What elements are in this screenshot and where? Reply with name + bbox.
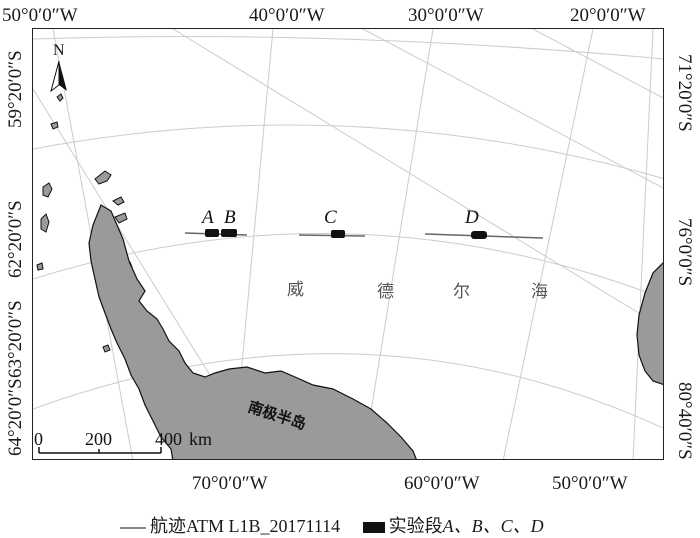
segment-label-b: B: [224, 207, 236, 228]
top-longitude-label: 50°0′0″W: [2, 5, 78, 26]
sea-name-char: 海: [531, 282, 548, 302]
legend-segments-list: A、B、C、D: [442, 516, 544, 536]
segment-c-marker[interactable]: [331, 230, 345, 238]
segment-label-d: D: [464, 207, 479, 228]
bottom-longitude-label: 60°0′0″W: [404, 473, 480, 494]
legend-track: 航迹ATM L1B_20171114: [120, 512, 340, 538]
segment-label-c: C: [324, 207, 337, 228]
legend-segments: 实验段A、B、C、D: [362, 512, 544, 538]
scale-bar: [38, 447, 162, 454]
scale-unit: km: [189, 429, 213, 449]
north-arrow-icon: N: [50, 42, 67, 93]
graticule: [33, 29, 663, 459]
segment-a-marker[interactable]: [205, 229, 219, 237]
bottom-longitude-label: 70°0′0″W: [192, 473, 268, 494]
right-latitude-label: 76°0′0″S: [674, 218, 695, 287]
track-line-icon: [120, 526, 146, 529]
sea-name-char: 威: [287, 280, 304, 300]
top-longitude-label: 20°0′0″W: [570, 5, 646, 26]
right-latitude-label: 71°20′0″S: [674, 54, 695, 132]
left-latitude-label: 64°20′0″S: [5, 378, 26, 456]
legend: 航迹ATM L1B_20171114 实验段A、B、C、D: [120, 512, 562, 538]
sea-name-char: 尔: [453, 282, 470, 302]
top-longitude-label: 40°0′0″W: [249, 5, 325, 26]
experiment-segments[interactable]: [205, 229, 487, 239]
scale-tick-0: 0: [34, 429, 43, 449]
segment-label-a: A: [200, 207, 214, 228]
islands: [36, 93, 152, 390]
right-latitude-label: 80°40′0″S: [674, 382, 695, 460]
segment-b-marker[interactable]: [221, 229, 237, 237]
segment-d-marker[interactable]: [471, 231, 487, 239]
eastern-coast-land: [636, 262, 663, 385]
map-frame[interactable]: A B C D 威 德 尔 海 南极半岛 N 0 200 400 km: [32, 28, 664, 460]
top-longitude-label: 30°0′0″W: [408, 5, 484, 26]
left-latitude-label: 59°20′0″S: [5, 50, 26, 128]
map-canvas[interactable]: A B C D 威 德 尔 海 南极半岛 N: [33, 29, 664, 460]
legend-segments-prefix: 实验段: [388, 516, 443, 536]
sea-name-char: 德: [377, 282, 394, 302]
antarctic-peninsula-land: [88, 204, 417, 459]
left-latitude-label: 63°20′0″S: [5, 300, 26, 378]
segment-box-icon: [362, 522, 385, 534]
legend-track-label: 航迹ATM L1B_20171114: [150, 516, 341, 536]
north-arrow-letter: N: [53, 42, 65, 59]
scale-tick-200: 200: [85, 429, 112, 449]
left-latitude-label: 62°20′0″S: [5, 200, 26, 278]
bottom-longitude-label: 50°0′0″W: [552, 473, 628, 494]
scale-tick-400: 400: [155, 429, 182, 449]
